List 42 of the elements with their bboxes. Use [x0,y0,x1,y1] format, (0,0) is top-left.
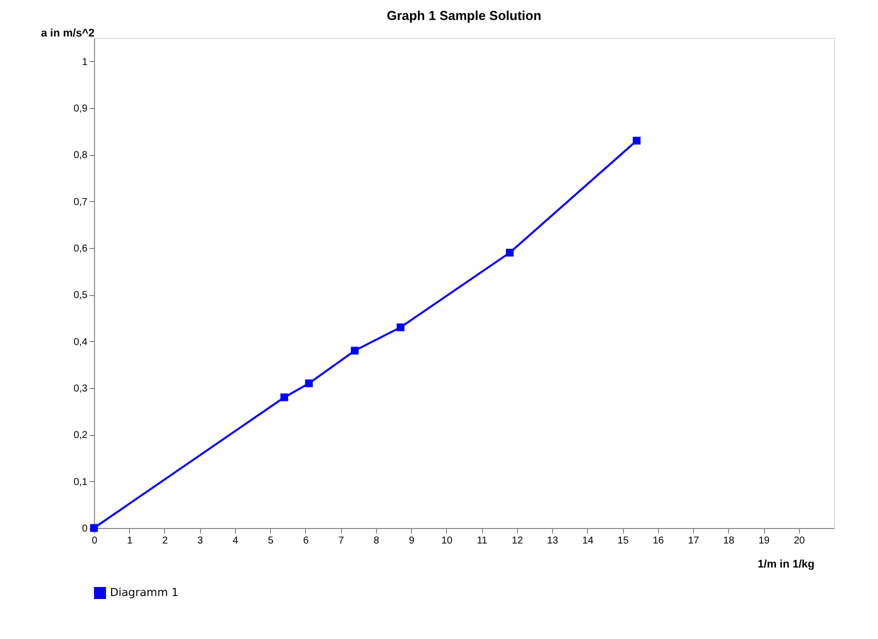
y-tick-label: 1 [82,56,88,68]
x-tick-label: 16 [652,536,664,546]
x-tick-label: 5 [268,536,274,546]
y-tick-label: 0 [82,524,88,534]
x-tick-label: 0 [92,536,98,546]
y-axis-title: a in m/s^2 [40,28,94,40]
x-tick-label: 3 [197,536,204,546]
y-tick-label: 0,6 [74,244,88,254]
x-tick-label: 13 [547,536,559,546]
point [280,393,288,402]
point [396,323,404,332]
x-tick-label: 20 [794,536,806,546]
y-tick-label: 0,2 [74,430,88,442]
x-tick-label: 12 [512,536,524,546]
x-tick-label: 18 [723,536,735,546]
x-tick-label: 11 [476,536,488,546]
point [506,248,514,257]
x-tick-label: 10 [441,536,453,546]
point [632,136,641,145]
x-tick-label: 4 [232,536,239,546]
x-axis-title: 1/m in 1/kg [758,558,814,570]
y-tick-label: 0,8 [74,150,88,162]
x-tick-label: 2 [162,536,168,546]
point [350,346,359,355]
x-tick-label: 17 [688,536,700,546]
x-tick-label: 14 [582,536,594,546]
x-tick-label: 8 [374,536,380,546]
x-tick-label: 15 [618,536,630,546]
y-tick-label: 0,7 [74,196,88,208]
x-tick-label: 1 [126,536,133,546]
point [305,379,313,388]
x-tick-label: 6 [303,536,310,546]
y-tick-label: 0,4 [74,336,88,348]
y-tick-label: 0,3 [74,384,88,394]
x-tick-label: 19 [758,536,770,546]
y-tick-label: 0,5 [74,290,88,302]
chart-title: Graph 1 Sample Solution [386,8,542,23]
y-tick-label: 0,9 [74,104,88,114]
y-tick-label: 0,1 [74,476,88,488]
legend-label: Diagramm 1 [110,586,178,599]
x-tick-label: 7 [338,536,344,546]
x-tick-label: 9 [408,536,415,546]
